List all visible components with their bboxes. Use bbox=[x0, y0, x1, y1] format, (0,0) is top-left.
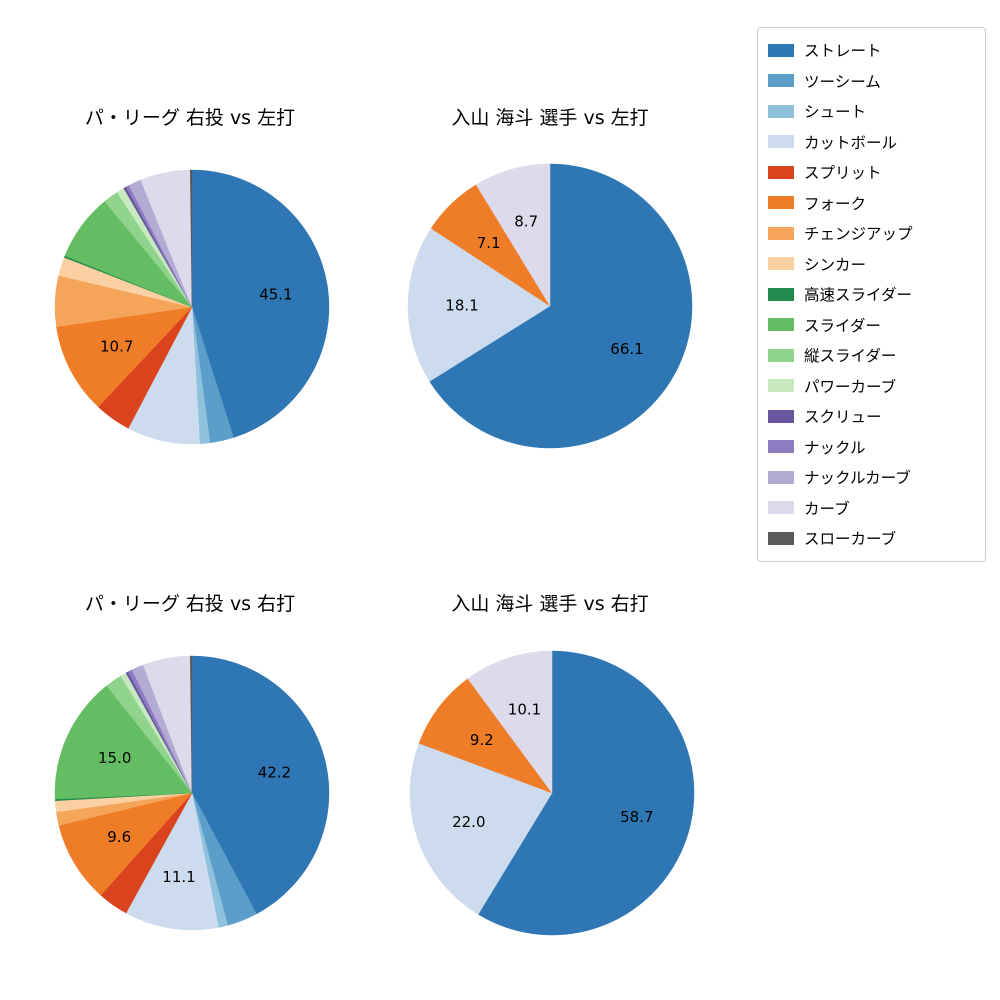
chart-title-player-vs-left: 入山 海斗 選手 vs 左打 bbox=[451, 107, 649, 129]
pie-slice bbox=[429, 163, 693, 449]
legend-item: チェンジアップ bbox=[768, 218, 975, 249]
legend-label: カーブ bbox=[804, 499, 850, 518]
legend-item: スクリュー bbox=[768, 401, 975, 432]
pie-slice bbox=[418, 678, 553, 794]
pie-value-label: 42.2 bbox=[258, 764, 291, 782]
legend-label: パワーカーブ bbox=[804, 377, 897, 396]
pie-slice bbox=[409, 742, 553, 915]
legend-item: ナックルカーブ bbox=[768, 462, 975, 493]
legend-swatch bbox=[768, 318, 794, 332]
legend-label: 高速スライダー bbox=[804, 286, 912, 305]
legend-swatch bbox=[768, 165, 794, 179]
legend-swatch bbox=[768, 104, 794, 118]
legend-list: ストレートツーシームシュートカットボール スプリットフォークチェンジアップ シンカー… bbox=[768, 35, 975, 554]
pie-value-label: 11.1 bbox=[162, 868, 195, 886]
pie-slice bbox=[191, 169, 330, 438]
pie-value-label: 15.0 bbox=[98, 749, 131, 767]
legend-label: シュート bbox=[804, 103, 867, 122]
legend-label: スローカーブ bbox=[804, 530, 897, 549]
pie-value-label: 8.7 bbox=[514, 212, 538, 230]
chart-title-league-vs-left: パ・リーグ 右投 vs 左打 bbox=[84, 107, 296, 129]
legend-swatch bbox=[768, 257, 794, 271]
legend-label: スライダー bbox=[804, 316, 881, 335]
chart-title-league-vs-right: パ・リーグ 右投 vs 右打 bbox=[84, 593, 296, 615]
legend-item: ストレート bbox=[768, 35, 975, 66]
legend-swatch bbox=[768, 135, 794, 149]
legend-label: ナックルカーブ bbox=[804, 469, 911, 488]
pie-slice bbox=[190, 169, 193, 308]
legend-swatch bbox=[768, 226, 794, 240]
pie-value-label: 10.7 bbox=[100, 338, 133, 356]
legend: ストレートツーシームシュートカットボール スプリットフォークチェンジアップ シンカー… bbox=[757, 27, 986, 562]
legend-swatch bbox=[768, 196, 794, 210]
legend-swatch bbox=[768, 74, 794, 88]
pie-slice bbox=[475, 163, 551, 307]
pie-value-label: 9.2 bbox=[470, 731, 494, 749]
pie-slice bbox=[190, 655, 193, 794]
legend-swatch bbox=[768, 440, 794, 454]
legend-swatch bbox=[768, 348, 794, 362]
legend-label: ツーシーム bbox=[804, 72, 881, 91]
legend-item: シュート bbox=[768, 96, 975, 127]
pie-value-label: 18.1 bbox=[445, 296, 478, 314]
legend-label: カットボール bbox=[804, 133, 898, 152]
pie-value-label: 9.6 bbox=[107, 828, 131, 846]
legend-label: スプリット bbox=[804, 164, 882, 183]
chart-title-player-vs-right: 入山 海斗 選手 vs 右打 bbox=[451, 593, 649, 615]
legend-swatch bbox=[768, 379, 794, 393]
pie-slice bbox=[58, 792, 193, 896]
legend-swatch bbox=[768, 409, 794, 423]
legend-item: スライダー bbox=[768, 310, 975, 341]
pie-value-label: 7.1 bbox=[477, 234, 501, 252]
legend-item: カットボール bbox=[768, 127, 975, 158]
legend-item: ナックル bbox=[768, 432, 975, 463]
legend-swatch bbox=[768, 470, 794, 484]
pie-slice bbox=[477, 650, 695, 936]
pie-slice bbox=[467, 650, 553, 794]
legend-label: フォーク bbox=[804, 194, 867, 213]
pie-slice bbox=[191, 655, 330, 915]
legend-swatch bbox=[768, 501, 794, 515]
legend-item: カーブ bbox=[768, 493, 975, 524]
legend-item: ツーシーム bbox=[768, 66, 975, 97]
legend-item: パワーカーブ bbox=[768, 371, 975, 402]
legend-label: シンカー bbox=[804, 255, 867, 274]
legend-swatch bbox=[768, 43, 794, 57]
legend-label: チェンジアップ bbox=[804, 225, 913, 244]
pie-value-label: 22.0 bbox=[452, 813, 485, 831]
legend-swatch bbox=[768, 287, 794, 301]
legend-item: スローカーブ bbox=[768, 523, 975, 554]
legend-item: シンカー bbox=[768, 249, 975, 280]
legend-label: スクリュー bbox=[804, 408, 882, 427]
legend-label: ナックル bbox=[804, 438, 866, 457]
pie-slice bbox=[56, 306, 193, 408]
legend-swatch bbox=[768, 531, 794, 545]
pie-chart-league-vs-left: 45.1 10.7 bbox=[54, 169, 330, 445]
legend-item: スプリット bbox=[768, 157, 975, 188]
pie-chart-league-vs-right: 42.2 11.1 9.6 15.0 bbox=[54, 655, 330, 931]
pie-slice bbox=[407, 228, 551, 382]
legend-item: 高速スライダー bbox=[768, 279, 975, 310]
legend-item: フォーク bbox=[768, 188, 975, 219]
legend-item: 縦スライダー bbox=[768, 340, 975, 371]
pie-slice bbox=[125, 792, 219, 931]
legend-label: ストレート bbox=[804, 42, 882, 61]
pie-value-label: 45.1 bbox=[259, 285, 292, 303]
pie-value-label: 58.7 bbox=[620, 808, 653, 826]
pie-slice bbox=[54, 685, 193, 800]
pie-chart-player-vs-left: 66.1 18.1 7.1 8.7 bbox=[407, 163, 693, 449]
pie-chart-player-vs-right: 58.7 22.0 9.2 10.1 bbox=[409, 650, 695, 936]
legend-label: 縦スライダー bbox=[804, 347, 897, 366]
pie-value-label: 10.1 bbox=[508, 701, 541, 719]
pie-value-label: 66.1 bbox=[610, 340, 643, 358]
